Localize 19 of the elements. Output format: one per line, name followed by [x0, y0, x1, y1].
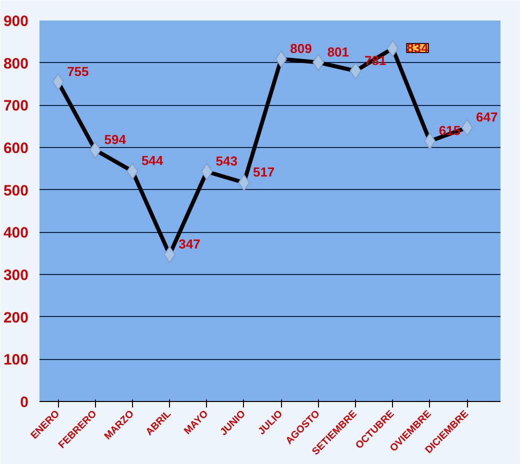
- y-tick-label: 300: [3, 267, 29, 284]
- y-tick-label: 0: [20, 394, 28, 411]
- data-label: 543: [216, 154, 238, 169]
- y-tick-label: 100: [3, 352, 29, 369]
- data-label: 755: [67, 64, 89, 79]
- data-label: 809: [290, 41, 312, 56]
- y-tick-label: 600: [3, 140, 29, 157]
- y-tick-label: 800: [3, 55, 29, 72]
- y-tick-label: 900: [3, 13, 29, 30]
- y-tick-label: 500: [3, 182, 29, 200]
- data-label: 647: [476, 110, 498, 125]
- data-label: 544: [141, 153, 164, 168]
- data-label: 347: [178, 236, 200, 252]
- y-tick-label: 700: [3, 98, 29, 115]
- y-tick-label: 200: [3, 309, 29, 326]
- data-label: 594: [104, 132, 127, 148]
- data-label: 517: [252, 164, 275, 180]
- y-tick-label: 400: [3, 224, 29, 242]
- data-label: 801: [327, 44, 350, 60]
